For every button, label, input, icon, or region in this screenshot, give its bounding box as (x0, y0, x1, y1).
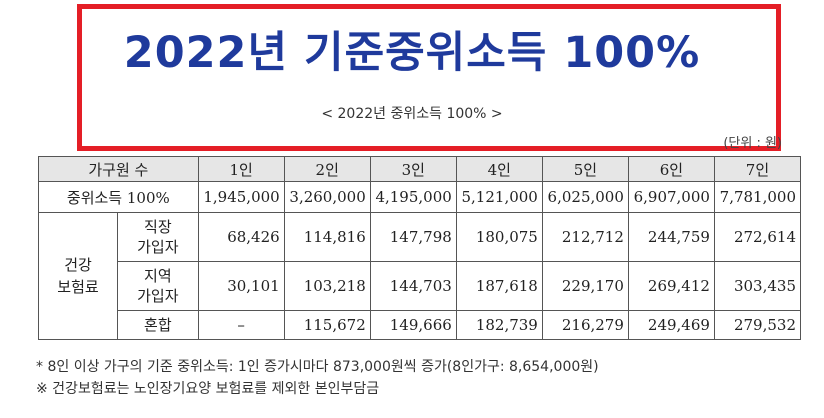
table-cell: 149,666 (369, 310, 457, 340)
table-row-regional: 지역 가입자 30,101 103,218 144,703 187,618 22… (39, 261, 802, 311)
table-cell: 5,121,000 (455, 181, 543, 213)
table-cell: 229,170 (541, 261, 629, 311)
table-header-row: 가구원 수 1인 2인 3인 4인 5인 6인 7인 (38, 156, 802, 182)
table-cell: 6,025,000 (541, 181, 629, 213)
table-cell: 180,075 (455, 212, 543, 262)
table-cell: 147,798 (369, 212, 457, 262)
table-cell: 212,712 (541, 212, 629, 262)
highlight-frame (77, 4, 781, 151)
table-cell: 115,672 (283, 310, 371, 340)
table-cell: 269,412 (627, 261, 715, 311)
table-cell: 6,907,000 (627, 181, 715, 213)
table-cell: 216,279 (541, 310, 629, 340)
group-label-line: 건강 (64, 256, 92, 274)
table-cell: 244,759 (627, 212, 715, 262)
column-header: 7인 (713, 156, 802, 182)
column-header: 4인 (455, 156, 543, 182)
household-size-header: 가구원 수 (38, 156, 199, 182)
column-header: 6인 (627, 156, 715, 182)
label-line: 지역 (144, 267, 172, 285)
unit-label: (단위 : 원) (723, 136, 782, 151)
table-cell: 182,739 (455, 310, 543, 340)
column-header: 2인 (283, 156, 371, 182)
table-cell: 30,101 (197, 261, 285, 311)
table-cell: 114,816 (283, 212, 371, 262)
table-cell: 249,469 (627, 310, 715, 340)
row-label-workplace: 직장 가입자 (117, 212, 199, 262)
row-label-mixed: 혼합 (117, 310, 199, 340)
table-cell: 272,614 (713, 212, 802, 262)
table-cell: 303,435 (713, 261, 802, 311)
median-income-table: 가구원 수 1인 2인 3인 4인 5인 6인 7인 중위소득 100% 1,9… (38, 156, 802, 340)
group-label-line: 보험료 (57, 278, 99, 296)
table-cell: 1,945,000 (197, 181, 285, 213)
table-cell: 103,218 (283, 261, 371, 311)
table-cell: 187,618 (455, 261, 543, 311)
footnotes: * 8인 이상 가구의 기준 중위소득: 1인 증가시마다 873,000원씩 … (36, 356, 599, 400)
table-cell: 279,532 (713, 310, 802, 340)
table-row-mixed: 혼합 – 115,672 149,666 182,739 216,279 249… (39, 310, 802, 340)
table-caption: < 2022년 중위소득 100% > (321, 106, 503, 122)
insurance-group-label: 건강 보험료 (38, 212, 118, 340)
table-cell: – (197, 310, 285, 340)
table-row-median-income: 중위소득 100% 1,945,000 3,260,000 4,195,000 … (38, 181, 802, 213)
row-label: 중위소득 100% (38, 181, 199, 213)
page-title: 2022년 기준중위소득 100% (123, 28, 701, 78)
table-cell: 68,426 (197, 212, 285, 262)
table-cell: 7,781,000 (713, 181, 802, 213)
table-row-workplace: 건강 보험료 직장 가입자 68,426 114,816 147,798 180… (38, 212, 802, 340)
label-line: 가입자 (137, 287, 179, 305)
column-header: 3인 (369, 156, 457, 182)
table-cell: 3,260,000 (283, 181, 371, 213)
table-cell: 4,195,000 (369, 181, 457, 213)
footnote-insurance: ※ 건강보험료는 노인장기요양 보험료를 제외한 본인부담금 (36, 381, 380, 397)
footnote-8-person: * 8인 이상 가구의 기준 중위소득: 1인 증가시마다 873,000원씩 … (36, 359, 599, 375)
row-label-regional: 지역 가입자 (117, 261, 199, 311)
column-header: 5인 (541, 156, 629, 182)
table-cell: 144,703 (369, 261, 457, 311)
label-line: 가입자 (137, 238, 179, 256)
label-line: 직장 (144, 218, 172, 236)
column-header: 1인 (197, 156, 285, 182)
